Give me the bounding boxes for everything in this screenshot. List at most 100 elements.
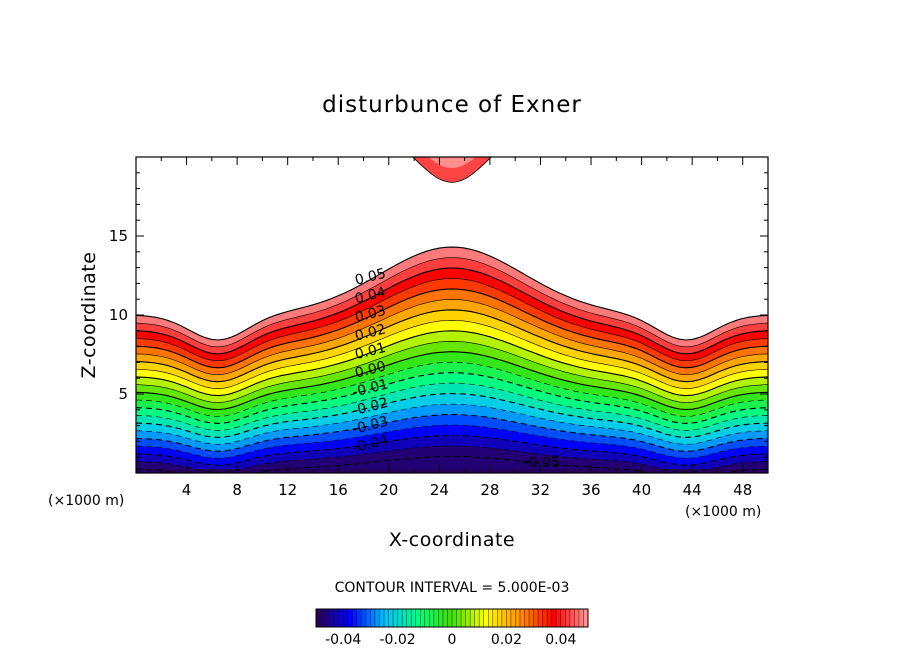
contour-line [136,319,768,390]
colorbar-segment [388,609,394,627]
colorbar-segment [356,609,362,627]
contour-line [136,299,768,376]
colorbar-segment [452,609,457,627]
y-tick-label: 15 [109,227,128,245]
colorbar-tick-label: -0.02 [379,632,415,648]
colorbar-segment [370,609,376,627]
x-unit-left: (×1000 m) [48,493,124,509]
colorbar-segment [338,609,344,627]
contour-label: -0.05 [524,455,560,471]
y-tick-label: 10 [109,306,128,324]
top-anomaly-fill [331,157,573,183]
contour-label: 0.04 [353,284,387,307]
colorbar-segment [565,609,571,627]
colorbar-segment [329,609,335,627]
colorbar-segment [402,609,407,627]
colorbar-segment [506,609,512,627]
contour-band-bottom [136,469,768,473]
x-tick-label: 4 [182,481,192,499]
colorbar-segment [488,609,494,627]
colorbar-segment [374,609,380,627]
colorbar-segment [320,609,326,627]
x-tick-label: 8 [232,481,242,499]
colorbar-segment [515,609,521,627]
x-tick-label: 32 [531,481,550,499]
colorbar-segment [420,609,426,627]
x-axis-label: X-coordinate [389,529,515,551]
colorbar-segment [483,609,489,627]
colorbar-segment [379,609,385,627]
x-tick-label: 28 [480,481,499,499]
colorbar-tick-label: -0.04 [325,632,361,648]
colorbar-segment [438,609,444,627]
colorbar [315,608,589,628]
top-anomaly-fill-inner [344,157,560,169]
colorbar-segment [497,609,503,627]
contour-band [136,445,768,473]
colorbar-tick-label: 0.02 [491,632,522,648]
contour-line [136,382,768,431]
colorbar-segment [551,609,557,627]
x-tick-label: 16 [329,481,348,499]
colorbar-segment [447,609,453,627]
x-tick-label: 12 [278,481,297,499]
colorbar-segment [529,609,534,627]
colorbar-segment [470,609,475,627]
colorbar-tick-label: 0 [448,632,457,648]
x-tick-label: 48 [733,481,752,499]
contour-lines [136,157,768,473]
colorbar-segment [334,609,339,627]
colorbar-segment [429,609,435,627]
colorbar-segment [492,609,498,627]
colorbar-segment [352,609,358,627]
colorbar-ticks: -0.04 -0.02 0 0.02 0.04 [325,632,576,648]
contour-line [136,424,768,459]
colorbar-segment [316,609,321,627]
contour-line [136,393,768,438]
contour-label: 0.01 [353,340,387,363]
colorbar-segment [343,609,349,627]
contour-line [136,351,768,411]
contour-line [136,445,768,473]
colorbar-segment [547,609,553,627]
colorbar-segment [479,609,485,627]
y-tick-label: 5 [118,385,128,403]
colorbar-segment [560,609,566,627]
colorbar-segment [538,609,543,627]
colorbar-segment [411,609,417,627]
colorbar-segment [456,609,462,627]
chart-title: disturbunce of Exner [322,92,582,118]
colorbar-segment [524,609,530,627]
colorbar-segment [424,609,430,627]
colorbar-segment [542,609,548,627]
x-tick-label: 20 [379,481,398,499]
colorbar-segment [474,609,480,627]
colorbar-segment [415,609,421,627]
colorbar-segment [569,609,575,627]
contour-label: 0.02 [353,321,387,344]
x-tick-label: 24 [430,481,449,499]
colorbar-segment [520,609,525,627]
contour-label: 0.00 [353,359,387,382]
contour-line [136,340,768,403]
colorbar-segment [393,609,398,627]
contour-label: 0.03 [353,303,387,326]
colorbar-segment [465,609,471,627]
colorbar-segment [556,609,562,627]
colorbar-segment [578,609,584,627]
colorbar-segment [365,609,371,627]
colorbar-segment [347,609,353,627]
colorbar-segment [384,609,389,627]
top-anomaly-contour [412,157,492,183]
contour-line [136,403,768,445]
contour-labels: 0.050.040.030.020.010.00-0.01-0.02-0.03-… [351,266,560,471]
colorbar-segment [583,609,589,627]
contour-line [136,372,768,424]
colorbar-segment [397,609,403,627]
colorbar-segment [574,609,580,627]
x-unit-right: (×1000 m) [685,504,761,520]
colorbar-segment [361,609,367,627]
contour-line [136,309,768,383]
colorbar-segment [325,609,330,627]
